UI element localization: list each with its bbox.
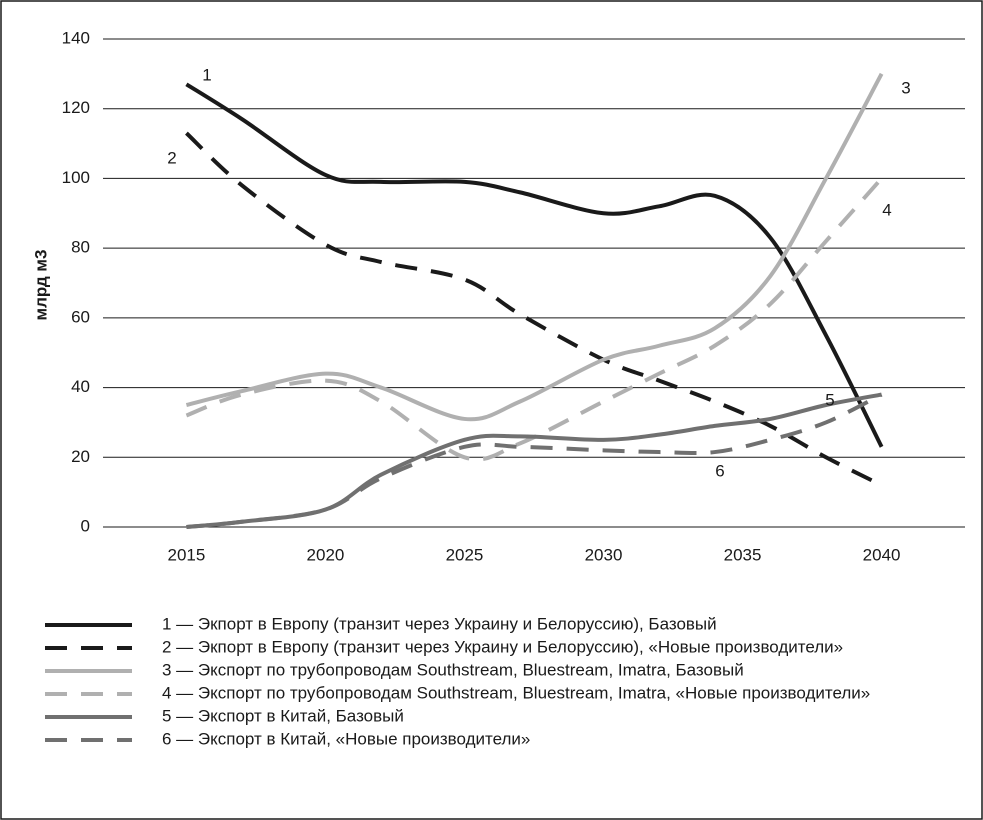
y-tick-label: 40	[71, 377, 90, 396]
series-line	[186, 392, 883, 529]
y-tick-label: 120	[62, 98, 90, 117]
legend-label: 3 — Экспорт по трубопроводам Southstream…	[162, 660, 744, 679]
x-tick-label: 2030	[585, 545, 623, 564]
x-tick-label: 2040	[863, 545, 901, 564]
legend-label: 4 — Экспорт по трубопроводам Southstream…	[162, 683, 870, 702]
series-line	[185, 131, 883, 487]
y-tick-label: 60	[71, 307, 90, 326]
legend-label: 1 — Экпорт в Европу (транзит через Украи…	[162, 614, 717, 633]
series-line	[185, 177, 884, 462]
x-tick-label: 2035	[724, 545, 762, 564]
annotation: 4	[882, 200, 891, 219]
series-line	[185, 72, 884, 422]
y-tick-label: 0	[81, 516, 90, 535]
y-tick-label: 140	[62, 28, 90, 47]
annotation: 5	[825, 390, 834, 409]
legend-label: 5 — Экспорт в Китай, Базовый	[162, 706, 404, 725]
annotation: 2	[167, 148, 176, 167]
series-line	[186, 392, 882, 529]
annotation: 1	[202, 65, 211, 84]
annotation: 6	[715, 461, 724, 480]
x-tick-label: 2020	[307, 545, 345, 564]
y-axis-label: млрд м3	[31, 250, 50, 321]
y-tick-label: 80	[71, 238, 90, 257]
legend-label: 2 — Экпорт в Европу (транзит через Украи…	[162, 637, 843, 656]
x-tick-label: 2025	[446, 545, 484, 564]
y-tick-label: 100	[62, 168, 90, 187]
annotation: 3	[901, 78, 910, 97]
x-tick-label: 2015	[168, 545, 206, 564]
y-tick-label: 20	[71, 447, 90, 466]
legend-label: 6 — Экспорт в Китай, «Новые производител…	[162, 729, 530, 748]
